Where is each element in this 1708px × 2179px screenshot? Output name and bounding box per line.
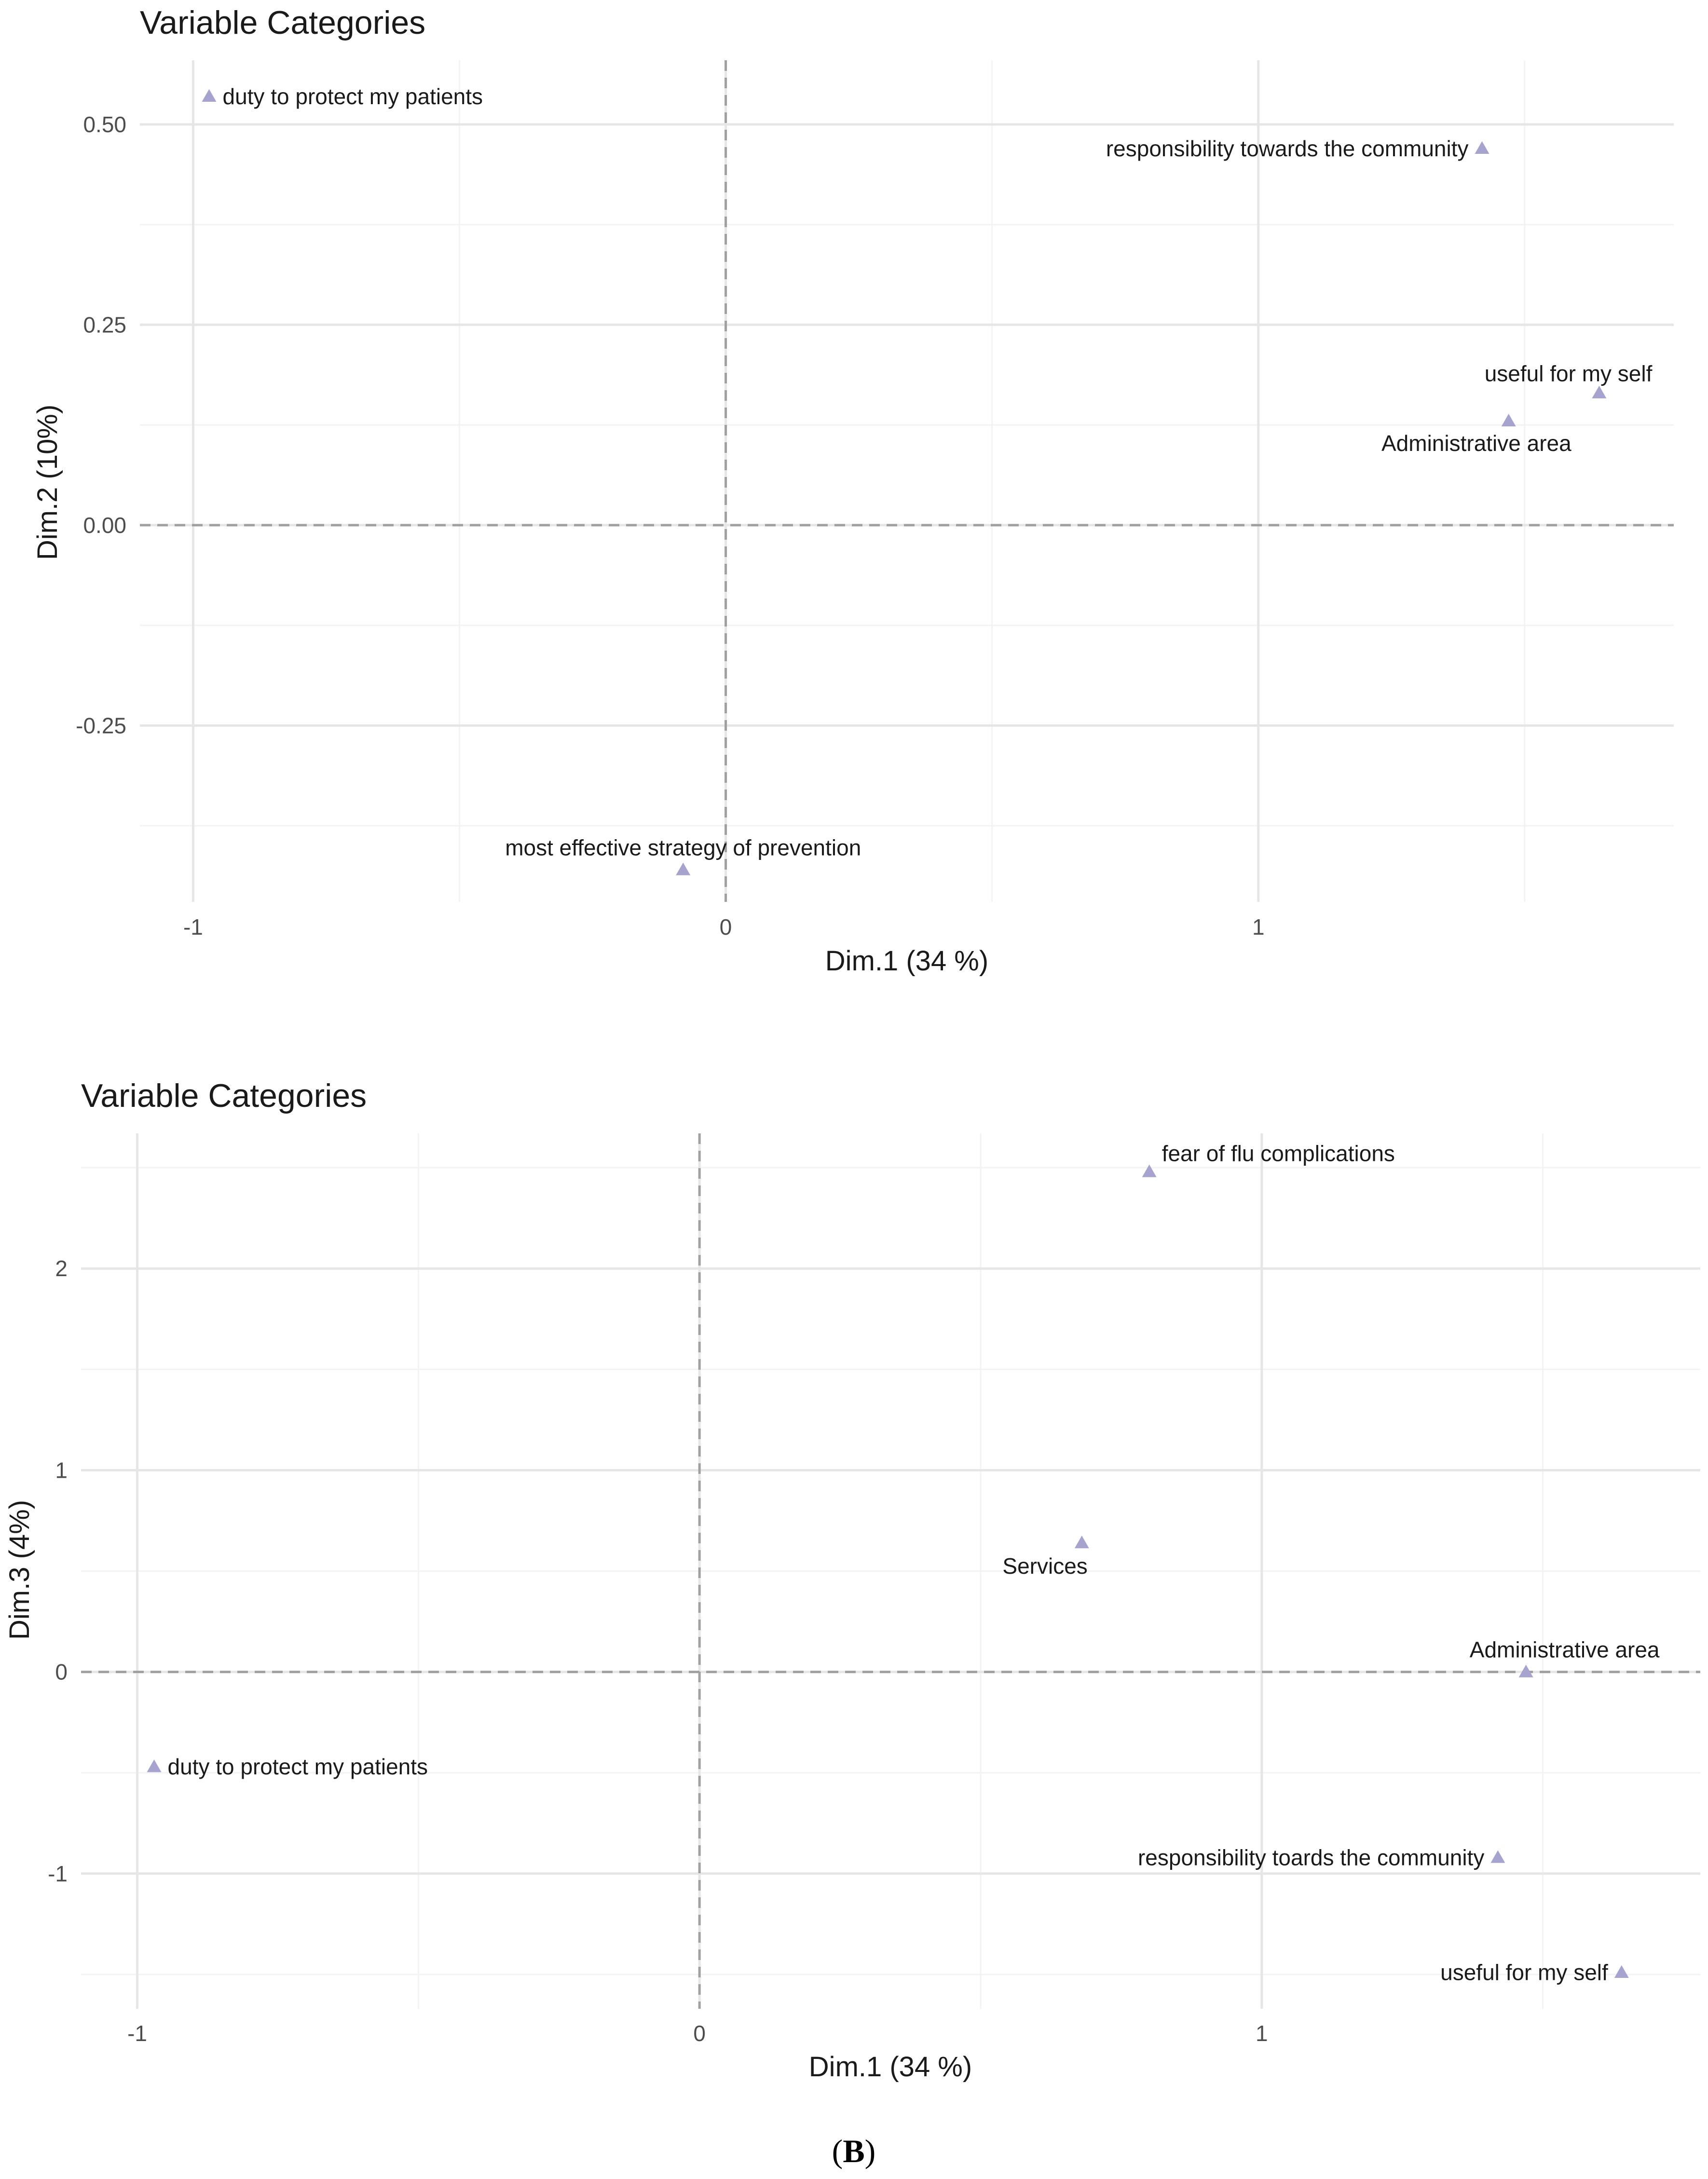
point-label: useful for my self: [1485, 361, 1653, 386]
panel-label: (B): [832, 2133, 876, 2169]
point-label: Services: [1002, 1553, 1087, 1579]
point-label: duty to protect my patients: [168, 1754, 428, 1779]
y-tick-label: 0.25: [83, 312, 126, 337]
point-marker: [1501, 413, 1516, 427]
point-label: fear of flu complications: [1162, 1141, 1395, 1166]
y-tick-label: -0.25: [76, 713, 126, 738]
y-tick-label: 1: [55, 1457, 68, 1483]
tick-labels: -1 0 1 -1 0 1 2: [48, 1256, 1268, 2046]
panel-label-close: ): [865, 2133, 876, 2169]
chart-dim1-dim2: -1 0 1 -0.25 0.00 0.25 0.50 duty to protect my…: [32, 4, 1674, 977]
reference-lines: [140, 60, 1674, 902]
point-label: most effective strategy of prevention: [505, 835, 861, 860]
point-marker: [1074, 1535, 1089, 1549]
point-marker: [147, 1759, 162, 1772]
point-marker: [1518, 1664, 1533, 1677]
point-marker: [1490, 1850, 1505, 1863]
point-label: Administrative area: [1381, 431, 1571, 456]
point-label: responsibility toards the community: [1138, 1845, 1484, 1870]
x-tick-label: 1: [1252, 914, 1265, 940]
point-marker: [202, 89, 217, 102]
y-tick-label: 0.50: [83, 112, 126, 137]
tick-labels: -1 0 1 -0.25 0.00 0.25 0.50: [76, 112, 1264, 940]
x-tick-label: -1: [127, 2021, 147, 2046]
point-label: duty to protect my patients: [223, 84, 483, 109]
y-axis-label: Dim.2 (10%): [32, 405, 63, 560]
y-axis-label: Dim.3 (4%): [4, 1500, 35, 1640]
x-tick-label: 1: [1256, 2021, 1268, 2046]
point-marker: [1142, 1164, 1157, 1177]
panel-label-letter: B: [843, 2133, 864, 2169]
x-axis-label: Dim.1 (34 %): [825, 945, 988, 977]
x-tick-label: 0: [693, 2021, 706, 2046]
point-marker: [1614, 1965, 1629, 1978]
y-tick-label: -1: [48, 1861, 68, 1886]
chart-dim1-dim3: -1 0 1 -1 0 1 2 fear of flu complications Servi…: [4, 1077, 1700, 2083]
point-marker: [1592, 385, 1607, 398]
chart-title: Variable Categories: [140, 4, 425, 41]
x-tick-label: -1: [183, 914, 203, 940]
x-axis-label: Dim.1 (34 %): [809, 2051, 972, 2083]
point-label: Administrative area: [1470, 1637, 1660, 1662]
y-tick-label: 0: [55, 1660, 68, 1685]
data-points: duty to protect my patients responsibilit…: [202, 84, 1653, 875]
point-marker: [1475, 141, 1489, 154]
x-tick-label: 0: [720, 914, 732, 940]
reference-lines: [81, 1133, 1700, 2009]
chart-title: Variable Categories: [81, 1077, 367, 1114]
data-points: fear of flu complications Services Adminis…: [147, 1141, 1660, 1985]
grid-lines: [81, 1133, 1700, 2009]
point-label: useful for my self: [1440, 1960, 1608, 1985]
y-tick-label: 0.00: [83, 513, 126, 538]
y-tick-label: 2: [55, 1256, 68, 1281]
point-marker: [676, 862, 691, 875]
panel-label-open: (: [832, 2133, 843, 2169]
point-label: responsibility towards the community: [1106, 136, 1469, 161]
